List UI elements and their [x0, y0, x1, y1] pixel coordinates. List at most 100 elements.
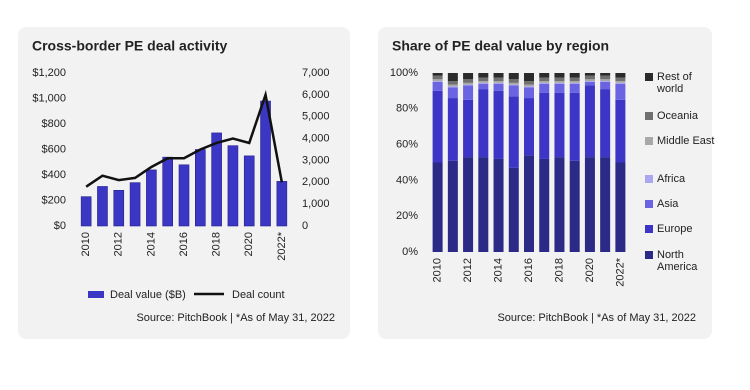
legend-swatch — [645, 112, 653, 120]
chart-title: Cross-border PE deal activity — [32, 38, 228, 54]
bar-segment — [432, 162, 443, 252]
bar — [162, 156, 173, 227]
legend-label: Deal count — [232, 289, 285, 301]
y-tick-label: $400 — [42, 169, 66, 181]
bar-segment — [539, 81, 550, 83]
bar-segment — [539, 82, 550, 84]
bar-segment — [478, 82, 489, 84]
chart-title: Share of PE deal value by region — [392, 38, 609, 54]
x-tick-label: 2020 — [584, 258, 596, 282]
y-tick-label: 80% — [396, 103, 418, 115]
bar-segment — [432, 81, 443, 82]
bar-segment — [493, 83, 504, 91]
bar — [129, 182, 141, 227]
y2-tick-label: 5,000 — [302, 111, 330, 123]
x-tick-label: 2018 — [553, 258, 565, 282]
bar-segment — [554, 81, 565, 83]
y-tick-label: $600 — [42, 143, 66, 155]
source: Source: PitchBook | *As of May 31, 2022 — [136, 312, 335, 324]
legend-swatch — [645, 175, 653, 183]
bar-segment — [432, 90, 443, 163]
bar-segment — [508, 82, 519, 85]
bar-segment — [569, 83, 580, 93]
bar-segment — [524, 155, 534, 252]
legend-swatch — [645, 73, 653, 81]
x-tick-label: 2018 — [211, 232, 223, 256]
bar — [178, 164, 190, 227]
bar-segment — [615, 73, 626, 78]
bar-segment — [584, 81, 595, 86]
bar-segment — [508, 73, 519, 80]
legend-label: Europe — [657, 223, 693, 235]
bar-segment — [539, 158, 550, 252]
bar-segment — [569, 82, 580, 84]
bar-segment — [584, 75, 595, 80]
x-tick-label: 2014 — [492, 258, 504, 282]
bar-segment — [432, 81, 443, 91]
bar-segment — [554, 73, 565, 78]
bar-segment — [478, 77, 489, 82]
bar-segment — [600, 81, 611, 90]
bar-segment — [554, 157, 565, 252]
bar-segment — [615, 82, 626, 84]
bar-segment — [447, 87, 458, 99]
bar-segment — [447, 84, 458, 87]
bar — [227, 145, 239, 227]
bar-segment — [493, 73, 504, 78]
x-tick-label: 2016 — [178, 232, 190, 256]
bar-segment — [584, 79, 595, 82]
bar-segment — [584, 73, 595, 76]
bar-segment — [539, 83, 550, 93]
bar — [211, 132, 222, 227]
x-tick-label: 2020 — [243, 232, 255, 256]
y2-tick-label: 0 — [302, 220, 308, 232]
y2-tick-label: 2,000 — [302, 176, 330, 188]
bar-segment — [524, 84, 534, 87]
x-tick-label: 2012 — [113, 232, 125, 256]
bar-segment — [539, 92, 550, 159]
bar-segment — [463, 157, 474, 252]
bar-segment — [493, 82, 504, 84]
bar-segment — [447, 81, 458, 85]
y-tick-label: 60% — [396, 139, 418, 151]
bar-segment — [432, 79, 443, 82]
y2-tick-label: 3,000 — [302, 154, 330, 166]
bar-segment — [539, 77, 550, 82]
bar-segment — [493, 77, 504, 82]
legend-swatch — [645, 225, 653, 233]
bar-segment — [524, 98, 534, 156]
bar-segment — [508, 96, 519, 168]
bar-segment — [478, 83, 489, 90]
bar-segment — [615, 83, 626, 100]
bar-segment — [600, 75, 611, 80]
bar-segment — [615, 81, 626, 83]
bar — [243, 155, 255, 227]
bar-segment — [569, 92, 580, 161]
y-tick-label: $200 — [42, 194, 66, 206]
bar-segment — [463, 73, 474, 80]
bar-segment — [524, 81, 534, 85]
y-tick-label: 0% — [402, 246, 418, 258]
bar-segment — [569, 77, 580, 82]
bar-segment — [493, 90, 504, 159]
y2-tick-label: 1,000 — [302, 198, 330, 210]
bar — [146, 169, 157, 227]
legend-label: Asia — [657, 198, 679, 210]
bar — [97, 186, 108, 227]
legend-label: Rest of world — [657, 71, 692, 95]
bar-segment — [447, 160, 458, 252]
x-tick-label: 2016 — [523, 258, 535, 282]
bar-segment — [584, 81, 595, 82]
legend-label: Deal value ($B) — [110, 289, 186, 301]
bar-segment — [554, 83, 565, 93]
x-tick-label: 2014 — [145, 232, 157, 256]
bar — [113, 190, 125, 227]
source: Source: PitchBook | *As of May 31, 2022 — [497, 312, 696, 324]
bar-segment — [463, 82, 474, 85]
bar-segment — [524, 86, 534, 88]
bar-segment — [508, 167, 519, 252]
x-tick-label: 2012 — [462, 258, 474, 282]
legend-label: North America — [657, 249, 698, 273]
bar-segment — [508, 84, 519, 86]
y2-tick-label: 7,000 — [302, 67, 330, 79]
